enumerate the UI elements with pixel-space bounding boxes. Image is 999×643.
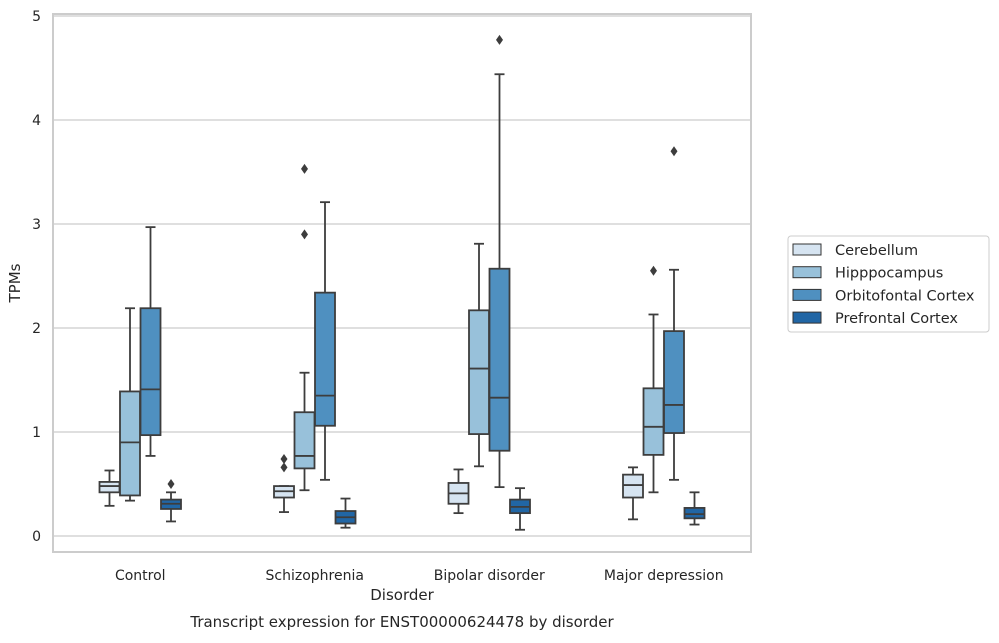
- y-tick-label: 2: [32, 321, 41, 337]
- legend-swatch: [792, 266, 822, 279]
- legend-label: Orbitofontal Cortex: [835, 288, 975, 304]
- box-orbitofontal-cortex: [663, 146, 685, 481]
- x-axis-title: Disorder: [370, 586, 434, 604]
- box-prefrontal-cortex: [334, 497, 357, 529]
- legend-label: Prefrontal Cortex: [835, 311, 958, 327]
- y-tick-labels: 0 1 2 3 4 5: [32, 9, 41, 545]
- y-tick-label: 0: [32, 529, 41, 545]
- outlier-point: [280, 462, 288, 473]
- iqr-box: [683, 507, 706, 520]
- outlier-point: [650, 265, 657, 276]
- x-tick-label: Schizophrenia: [266, 568, 364, 584]
- box-prefrontal-cortex: [683, 491, 706, 526]
- chart-caption: Transcript expression for ENST0000062447…: [189, 613, 614, 631]
- x-tick-label: Bipolar disorder: [434, 568, 545, 584]
- outlier-point: [167, 479, 175, 489]
- box-prefrontal-cortex: [509, 487, 531, 531]
- x-tick-label: Control: [115, 568, 166, 584]
- box-hipppocampus: [293, 163, 316, 492]
- iqr-box: [119, 390, 141, 497]
- box-orbitofontal-cortex: [139, 226, 162, 457]
- iqr-box: [293, 411, 316, 470]
- y-tick-label: 5: [32, 9, 41, 25]
- iqr-box: [98, 481, 121, 494]
- x-tick-label: Major depression: [604, 568, 724, 584]
- legend-swatch: [792, 288, 822, 301]
- box-orbitofontal-cortex: [314, 201, 336, 481]
- outlier-point: [301, 163, 308, 174]
- iqr-box: [139, 307, 162, 437]
- grid-lines: [53, 15, 751, 537]
- y-axis-title: TPMs: [6, 263, 24, 303]
- boxes: [98, 34, 706, 531]
- y-tick-label: 4: [32, 113, 41, 129]
- x-tick-labels: Control Schizophrenia Bipolar disorder Majo…: [115, 568, 724, 584]
- box-hipppocampus: [119, 307, 141, 502]
- y-tick-label: 1: [32, 425, 41, 441]
- box-cerebellum: [447, 468, 470, 515]
- y-tick-label: 3: [32, 217, 41, 233]
- legend-label: Hipppocampus: [835, 266, 943, 282]
- plot-frame: [52, 13, 752, 553]
- iqr-box: [488, 267, 511, 452]
- box-prefrontal-cortex: [160, 479, 182, 523]
- box-orbitofontal-cortex: [488, 34, 511, 489]
- iqr-box: [622, 473, 644, 499]
- outlier-point: [496, 34, 503, 45]
- legend-label: Cerebellum: [835, 243, 918, 259]
- outlier-point: [280, 454, 288, 465]
- box-hipppocampus: [642, 265, 665, 494]
- legend-swatch: [792, 243, 822, 256]
- box-cerebellum: [98, 469, 121, 507]
- box-hipppocampus: [468, 242, 490, 468]
- box-cerebellum: [273, 454, 295, 513]
- box-cerebellum: [622, 466, 644, 521]
- legend-swatch: [792, 311, 822, 324]
- legend: Cerebellum Hipppocampus Orbitofontal Corte…: [787, 235, 990, 333]
- iqr-box: [642, 387, 665, 456]
- iqr-box: [314, 291, 336, 427]
- iqr-box: [468, 309, 490, 435]
- outlier-point: [670, 146, 678, 157]
- outlier-point: [301, 229, 308, 240]
- legend-frame: [787, 235, 990, 333]
- iqr-box: [663, 330, 685, 434]
